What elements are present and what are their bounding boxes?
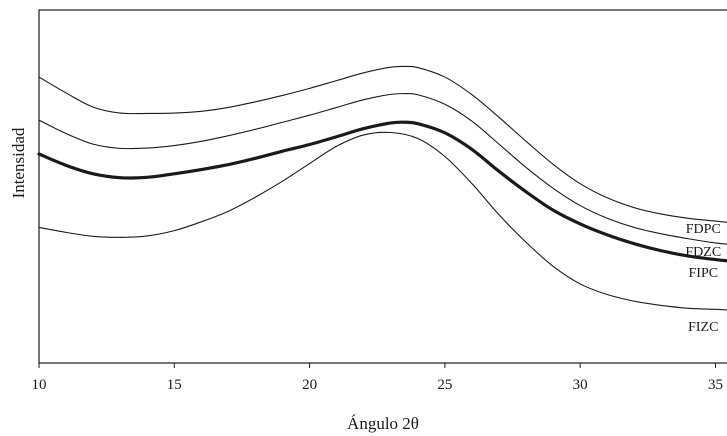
x-axis: 10 15 20 25 30 35 [32,363,723,393]
series-lines [37,65,727,311]
x-tick-label: 20 [302,377,317,393]
series-line-fipc [37,120,727,263]
x-tick-label: 35 [708,377,723,393]
plot-frame [38,9,727,364]
series-line-fdzc [38,92,727,245]
x-tick-label: 10 [32,377,47,393]
series-label-fdpc: FDPC [686,222,721,237]
x-tick-label: 30 [573,377,588,393]
x-tick-label: 15 [167,377,182,393]
series-label-fipc: FIPC [689,266,719,281]
x-tick-label: 25 [437,377,452,393]
y-axis-title: Intensidad [9,127,28,198]
series-label-fdzc: FDZC [685,245,721,260]
x-axis-title: Ángulo 2θ [347,414,419,433]
series-line-fdpc [38,65,727,223]
series-labels: FDPC FDZC FIPC FIZC [685,222,721,335]
series-label-fizc: FIZC [688,320,718,335]
series-line-fizc [38,131,727,311]
